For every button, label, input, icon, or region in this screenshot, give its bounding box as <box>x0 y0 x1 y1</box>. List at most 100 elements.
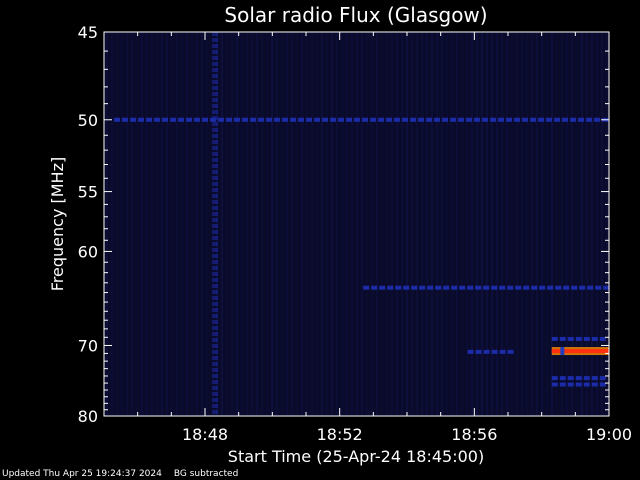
band-segment <box>212 140 219 144</box>
y-tick-label: 60 <box>78 242 98 261</box>
band-segment <box>212 68 219 72</box>
band-segment <box>522 117 529 122</box>
band-segment <box>387 285 394 290</box>
band-segment <box>212 254 219 258</box>
band-segment <box>498 117 505 122</box>
band-segment <box>551 336 558 341</box>
band-segment <box>514 117 521 122</box>
noise-column <box>146 33 148 415</box>
noise-column <box>586 33 588 415</box>
x-axis-label: Start Time (25-Apr-24 18:45:00) <box>228 447 484 466</box>
y-tick-label: 80 <box>78 407 98 426</box>
horizontal-band <box>551 336 606 341</box>
band-segment <box>306 117 313 122</box>
band-segment <box>507 285 514 290</box>
noise-column <box>136 33 138 415</box>
noise-column <box>171 33 173 415</box>
band-segment <box>212 134 219 138</box>
noise-column <box>336 33 338 415</box>
band-segment <box>459 285 466 290</box>
band-segment <box>458 117 465 122</box>
band-segment <box>418 117 425 122</box>
band-segment <box>212 296 219 300</box>
noise-column <box>166 33 168 415</box>
band-segment <box>507 349 514 354</box>
noise-column <box>386 33 388 415</box>
noise-column <box>561 33 563 415</box>
band-segment <box>583 376 590 381</box>
noise-column <box>161 33 163 415</box>
band-segment <box>274 117 281 122</box>
band-segment <box>212 248 219 252</box>
band-segment <box>218 117 225 122</box>
noise-column <box>601 33 603 415</box>
band-segment <box>170 117 177 122</box>
noise-column <box>296 33 298 415</box>
band-segment <box>212 194 219 198</box>
plot-area <box>104 32 609 416</box>
noise-column <box>276 33 278 415</box>
noise-column <box>126 33 128 415</box>
band-segment <box>212 260 219 264</box>
band-segment <box>443 285 450 290</box>
band-segment <box>212 338 219 342</box>
horizontal-band <box>551 382 606 387</box>
processing-mode: BG subtracted <box>173 469 239 479</box>
noise-column <box>121 33 123 415</box>
noise-column <box>526 33 528 415</box>
band-segment <box>426 117 433 122</box>
noise-column <box>456 33 458 415</box>
band-segment <box>314 117 321 122</box>
band-segment <box>575 336 582 341</box>
band-segment <box>591 382 598 387</box>
band-segment <box>212 380 219 384</box>
band-segment <box>531 285 538 290</box>
band-segment <box>403 285 410 290</box>
band-segment <box>575 376 582 381</box>
band-segment <box>258 117 265 122</box>
band-segment <box>583 382 590 387</box>
band-segment <box>362 117 369 122</box>
plot-background <box>104 32 609 416</box>
band-segment <box>370 117 377 122</box>
band-segment <box>599 336 606 341</box>
noise-column <box>116 33 118 415</box>
noise-column <box>206 33 208 415</box>
band-segment <box>212 98 219 102</box>
band-segment <box>371 285 378 290</box>
noise-column <box>421 33 423 415</box>
band-segment <box>212 158 219 162</box>
band-segment <box>410 117 417 122</box>
noise-column <box>531 33 533 415</box>
band-segment <box>583 336 590 341</box>
noise-column <box>441 33 443 415</box>
noise-column <box>341 33 343 415</box>
band-segment <box>212 218 219 222</box>
noise-column <box>256 33 258 415</box>
noise-column <box>326 33 328 415</box>
x-tick-label: 18:56 <box>451 425 497 444</box>
band-segment <box>551 382 558 387</box>
noise-column <box>491 33 493 415</box>
band-segment <box>212 410 219 414</box>
band-segment <box>467 285 474 290</box>
band-segment <box>146 117 153 122</box>
horizontal-band <box>551 347 609 356</box>
band-segment <box>212 62 219 66</box>
band-gap <box>560 347 565 356</box>
band-segment <box>483 285 490 290</box>
noise-column <box>366 33 368 415</box>
noise-column <box>191 33 193 415</box>
band-segment <box>402 117 409 122</box>
noise-column <box>346 33 348 415</box>
noise-column <box>446 33 448 415</box>
noise-column <box>546 33 548 415</box>
band-segment <box>567 376 574 381</box>
band-segment <box>212 92 219 96</box>
noise-column <box>141 33 143 415</box>
noise-column <box>316 33 318 415</box>
band-segment <box>186 117 193 122</box>
band-segment <box>212 152 219 156</box>
noise-column <box>281 33 283 415</box>
band-segment <box>194 117 201 122</box>
